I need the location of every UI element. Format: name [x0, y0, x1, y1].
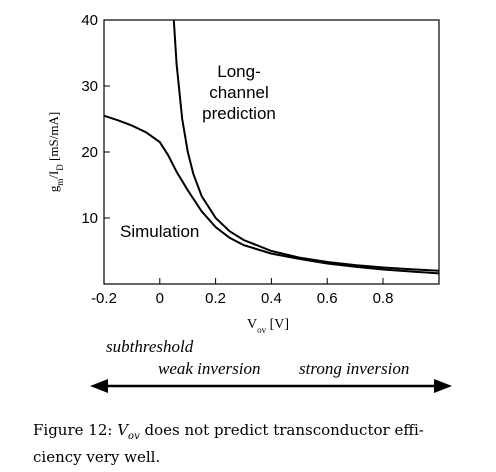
region-arrow — [90, 379, 452, 393]
annotation-simulation: Simulation — [120, 222, 199, 241]
y-tick-label: 10 — [81, 210, 98, 227]
region-strong-inversion-label: strong inversion — [299, 359, 409, 378]
y-tick-label: 20 — [81, 144, 98, 161]
y-axis-label: gm/ID [mS/mA] — [46, 112, 65, 192]
figure-svg: 10 20 30 40 -0.2 0 0.2 0.4 0.6 0.8 gm/ID… — [46, 12, 452, 393]
x-tick-label: -0.2 — [91, 290, 117, 307]
x-tick-label: 0 — [156, 290, 164, 307]
annotation-long-channel-2: channel — [209, 83, 269, 102]
figure-caption: Figure 12: Vov does not predict transcon… — [33, 420, 463, 467]
arrow-head-left — [90, 379, 108, 393]
plot-area — [103, 19, 440, 285]
x-tick-label: 0.6 — [317, 290, 338, 307]
caption-vov: Vov — [117, 421, 140, 442]
caption-prefix: Figure 12: — [33, 421, 118, 439]
annotation-long-channel-1: Long- — [217, 62, 260, 81]
y-tick-label: 40 — [81, 12, 98, 29]
y-ticks — [104, 19, 110, 219]
series-line-long-channel — [172, 19, 440, 272]
region-subthreshold-label: subthreshold — [106, 337, 194, 356]
annotation-long-channel-3: prediction — [202, 104, 276, 123]
caption-line2: ciency very well. — [33, 448, 161, 466]
x-tick-label: 0.2 — [205, 290, 226, 307]
x-tick-label: 0.4 — [261, 290, 282, 307]
caption-rest: does not predict transconductor effi- — [139, 421, 424, 439]
x-ticks — [159, 278, 384, 284]
y-tick-label: 30 — [81, 78, 98, 95]
series-line-simulation — [103, 114, 440, 275]
x-tick-label: 0.8 — [373, 290, 394, 307]
region-weak-inversion-label: weak inversion — [158, 359, 260, 378]
x-axis-label: Vov [V] — [247, 317, 289, 335]
arrow-head-right — [434, 379, 452, 393]
